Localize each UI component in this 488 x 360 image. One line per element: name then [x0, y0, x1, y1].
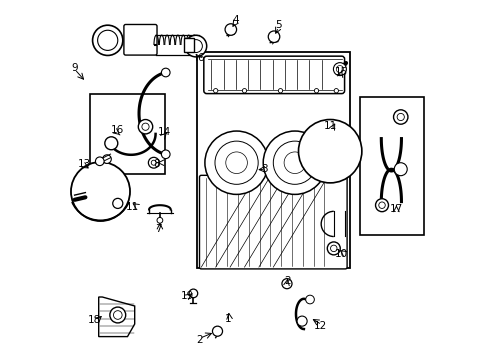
Circle shape [113, 198, 122, 208]
Circle shape [303, 124, 356, 178]
Circle shape [319, 140, 340, 162]
FancyBboxPatch shape [203, 56, 344, 94]
Bar [183, 38, 194, 52]
Circle shape [138, 120, 152, 134]
Text: 12: 12 [313, 321, 326, 331]
Circle shape [263, 131, 326, 194]
Circle shape [157, 217, 163, 223]
Circle shape [87, 179, 113, 204]
Circle shape [142, 123, 149, 130]
Circle shape [204, 131, 268, 194]
Circle shape [189, 40, 202, 53]
Circle shape [71, 162, 130, 221]
Text: 19: 19 [181, 291, 194, 301]
Circle shape [148, 157, 159, 168]
Circle shape [268, 31, 279, 42]
Circle shape [185, 35, 206, 57]
Circle shape [92, 25, 122, 55]
Text: 4: 4 [232, 15, 238, 25]
Circle shape [282, 279, 291, 289]
Circle shape [313, 135, 346, 167]
Circle shape [393, 110, 407, 124]
Circle shape [83, 174, 118, 209]
Circle shape [242, 89, 246, 93]
Circle shape [79, 170, 122, 213]
Circle shape [98, 30, 118, 50]
Text: 11: 11 [125, 202, 139, 212]
Text: 14: 14 [158, 127, 171, 138]
Text: 5: 5 [275, 20, 282, 30]
Circle shape [296, 316, 306, 326]
Text: 2: 2 [284, 276, 290, 286]
Circle shape [224, 24, 236, 35]
Text: 15: 15 [334, 67, 347, 77]
Text: 9: 9 [71, 63, 78, 73]
Circle shape [273, 141, 316, 184]
Text: 16: 16 [111, 125, 124, 135]
Circle shape [215, 141, 258, 184]
Text: 6: 6 [197, 53, 203, 63]
Circle shape [326, 242, 340, 255]
Circle shape [161, 150, 170, 159]
Circle shape [396, 113, 404, 121]
Circle shape [314, 89, 318, 93]
Circle shape [95, 157, 104, 166]
Circle shape [378, 202, 385, 208]
Circle shape [104, 137, 118, 150]
Circle shape [213, 89, 218, 93]
Text: 10: 10 [334, 249, 347, 259]
Circle shape [225, 152, 247, 174]
Circle shape [212, 326, 222, 336]
Text: 13: 13 [78, 159, 91, 169]
Circle shape [333, 89, 338, 93]
FancyBboxPatch shape [123, 24, 157, 55]
Circle shape [375, 199, 387, 212]
Circle shape [113, 311, 122, 319]
FancyBboxPatch shape [199, 175, 346, 269]
Circle shape [189, 289, 197, 298]
Bar [359, 97, 423, 235]
Circle shape [151, 160, 156, 165]
Circle shape [336, 66, 343, 73]
Text: 7: 7 [155, 224, 161, 234]
Circle shape [110, 307, 125, 323]
Text: 18: 18 [87, 315, 101, 325]
Circle shape [284, 152, 305, 174]
Circle shape [308, 130, 351, 173]
Circle shape [102, 155, 111, 163]
Text: 1: 1 [224, 314, 231, 324]
Text: 8: 8 [153, 159, 159, 169]
Circle shape [298, 120, 361, 183]
Circle shape [305, 295, 314, 304]
Circle shape [92, 183, 109, 200]
Text: 17: 17 [389, 204, 402, 214]
Bar [89, 94, 164, 174]
Text: 2: 2 [196, 335, 203, 345]
Circle shape [330, 245, 336, 252]
Text: 3: 3 [261, 164, 267, 174]
Bar [197, 52, 349, 268]
Text: 11: 11 [323, 121, 336, 131]
Circle shape [75, 166, 126, 217]
Circle shape [278, 89, 282, 93]
Circle shape [393, 163, 407, 176]
Circle shape [161, 68, 170, 77]
Circle shape [333, 63, 346, 76]
